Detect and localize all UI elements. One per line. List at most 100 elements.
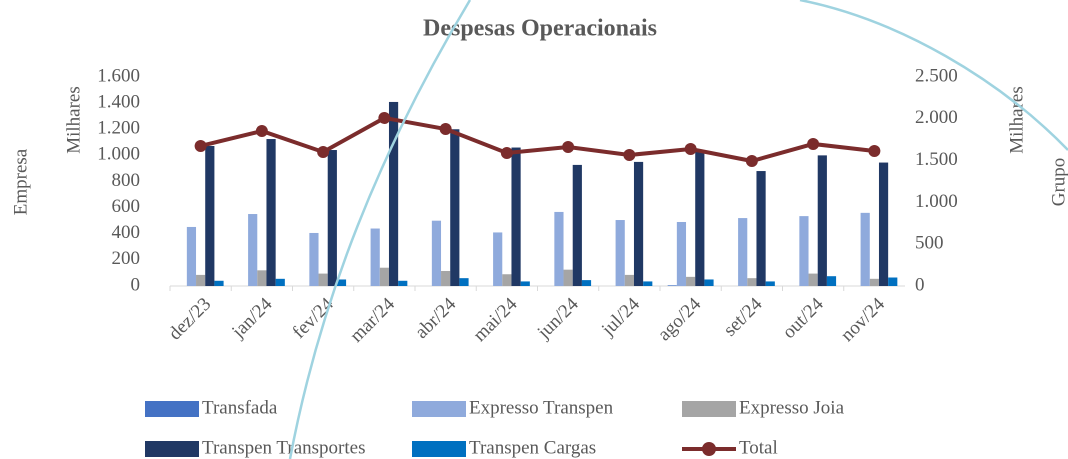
bar <box>765 281 775 286</box>
bar <box>214 280 224 286</box>
bar <box>398 280 408 286</box>
bar <box>196 274 206 286</box>
y2-axis-unit: Milhares <box>1006 86 1027 154</box>
bar <box>695 151 705 286</box>
legend-label: Transfada <box>202 397 278 418</box>
legend-marker <box>702 442 716 456</box>
line-point <box>868 144 881 157</box>
bar <box>450 129 460 286</box>
bar <box>643 281 653 286</box>
bar <box>459 278 469 286</box>
bar <box>572 164 582 286</box>
bar <box>336 279 347 286</box>
y-tick-label: 1.400 <box>97 91 140 112</box>
bar <box>431 220 442 286</box>
y-tick-label: 600 <box>112 196 141 217</box>
line-point <box>378 111 391 124</box>
y-axis-unit: Milhares <box>63 86 84 154</box>
y2-tick-label: 1.000 <box>915 191 958 212</box>
y-tick-label: 1.200 <box>97 118 140 139</box>
bar <box>275 278 285 286</box>
bar <box>327 150 337 286</box>
legend-swatch <box>682 401 736 417</box>
bar <box>738 218 748 286</box>
x-tick-label: abr/24 <box>411 293 461 343</box>
y2-tick-label: 0 <box>915 274 925 295</box>
y-tick-label: 200 <box>112 248 141 269</box>
bar <box>493 232 503 286</box>
y2-tick-label: 500 <box>915 233 944 254</box>
line-point <box>255 125 268 138</box>
x-tick-label: nov/24 <box>837 293 890 346</box>
x-tick-label: set/24 <box>720 293 767 340</box>
legend-swatch <box>412 401 466 417</box>
line-point <box>745 155 758 168</box>
x-tick-label: jun/24 <box>533 293 583 343</box>
bar <box>878 162 889 286</box>
bar <box>686 276 696 286</box>
bar <box>676 221 687 286</box>
y-tick-label: 1.600 <box>97 65 140 86</box>
line-point <box>317 145 330 158</box>
bar <box>388 101 399 286</box>
bar <box>615 220 625 286</box>
bar <box>248 214 258 286</box>
line-point <box>439 122 452 135</box>
bar <box>563 269 573 286</box>
chart-title: Despesas Operacionais <box>423 16 657 42</box>
bar <box>318 273 328 286</box>
legend-swatch <box>145 441 199 457</box>
y-tick-label: 800 <box>112 170 141 191</box>
x-tick-label: jul/24 <box>597 293 644 340</box>
bar <box>808 273 818 286</box>
bar <box>554 211 564 286</box>
legend-swatch <box>145 401 199 417</box>
line-point <box>684 142 697 155</box>
x-tick-label: ago/24 <box>654 293 706 345</box>
x-tick-label: mai/24 <box>469 293 522 346</box>
legend-swatch <box>412 441 466 457</box>
legend-label: Expresso Transpen <box>469 397 614 418</box>
bar <box>667 285 677 286</box>
y2-tick-label: 2.500 <box>915 65 958 86</box>
bar <box>869 278 879 286</box>
bar <box>379 267 389 286</box>
bar <box>370 228 380 286</box>
bar <box>799 216 809 286</box>
bar <box>266 139 276 286</box>
bar <box>747 278 757 286</box>
x-tick-label: dez/23 <box>165 294 216 345</box>
line-point <box>623 148 636 161</box>
y2-tick-label: 2.000 <box>915 107 958 128</box>
y2-axis-label: Grupo <box>1048 158 1068 207</box>
bar <box>888 277 898 286</box>
bar <box>826 276 837 286</box>
bar <box>186 226 197 286</box>
x-tick-label: mar/24 <box>346 293 399 346</box>
bar <box>860 212 870 286</box>
bar <box>257 270 267 286</box>
legend-label: Transpen Cargas <box>469 437 596 458</box>
legend-label: Total <box>739 437 778 458</box>
y-tick-label: 0 <box>131 274 141 295</box>
y-axis-label: Empresa <box>10 148 31 215</box>
y-tick-label: 400 <box>112 222 141 243</box>
bar <box>704 279 714 286</box>
line <box>200 115 875 164</box>
y-tick-label: 1.000 <box>97 144 140 165</box>
bar <box>633 161 644 286</box>
bar <box>309 232 319 286</box>
bar <box>520 281 530 286</box>
decoration-curve <box>288 0 472 459</box>
bar <box>511 147 521 286</box>
line-point <box>807 137 820 150</box>
bar <box>205 145 215 286</box>
line-point <box>194 139 207 152</box>
bar <box>756 171 766 286</box>
x-tick-label: jan/24 <box>227 293 276 342</box>
bar <box>441 270 451 286</box>
bar <box>502 274 512 286</box>
bar <box>817 155 827 286</box>
bar <box>624 274 634 286</box>
